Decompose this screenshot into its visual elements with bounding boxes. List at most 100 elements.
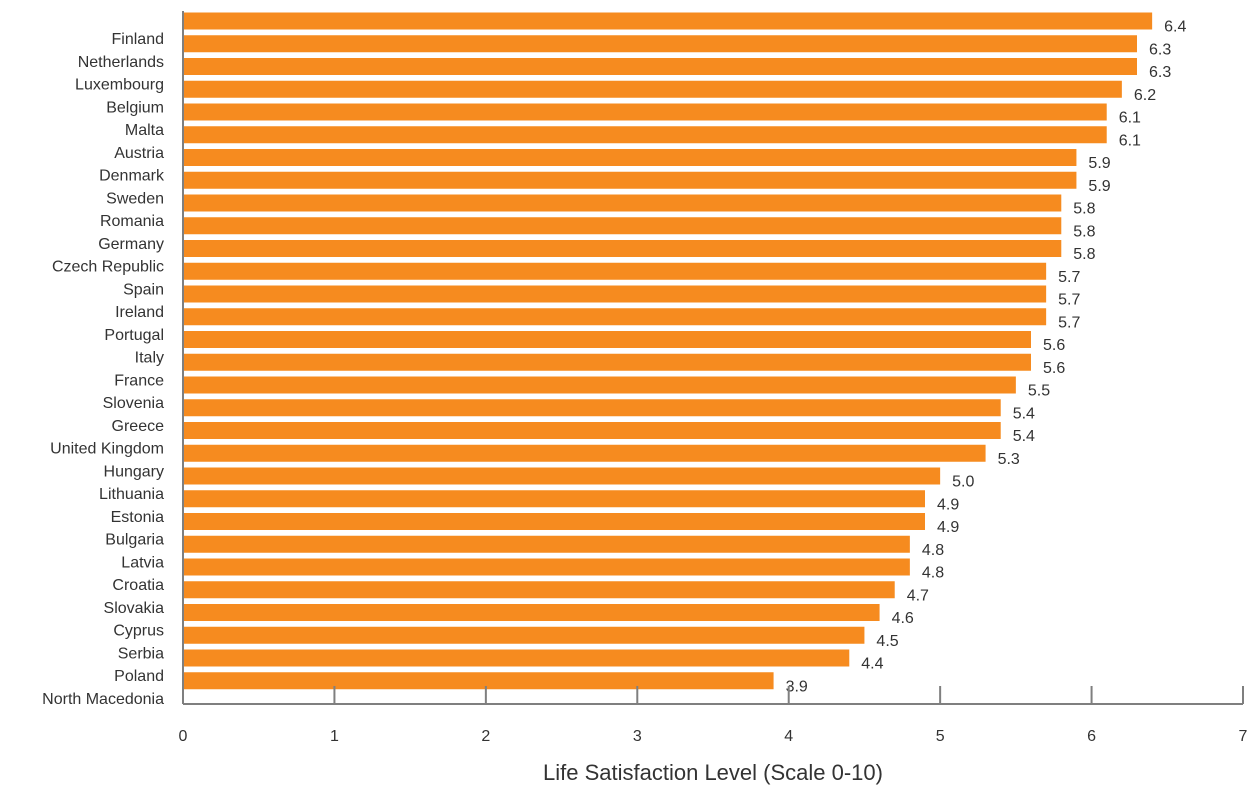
category-label: Estonia	[111, 509, 164, 526]
bar	[183, 285, 1047, 303]
bar	[183, 558, 910, 576]
data-label: 4.7	[907, 587, 929, 604]
bar	[183, 490, 925, 508]
category-label: Romania	[100, 213, 164, 230]
data-label: 5.7	[1058, 314, 1080, 331]
category-label: North Macedonia	[42, 691, 164, 708]
data-label: 5.3	[998, 451, 1020, 468]
x-tick-label: 0	[179, 728, 188, 745]
x-tick-label: 1	[330, 728, 339, 745]
category-label: Luxembourg	[75, 77, 164, 94]
bar	[183, 604, 880, 621]
bar	[183, 422, 1001, 439]
x-tick-label: 2	[481, 728, 490, 745]
bar	[183, 80, 1122, 98]
bar	[183, 149, 1077, 166]
category-label: Austria	[114, 145, 164, 162]
bar	[183, 58, 1137, 75]
bar	[183, 308, 1047, 326]
bar	[183, 171, 1077, 189]
category-label: Hungary	[104, 463, 164, 480]
data-label: 4.6	[892, 610, 914, 627]
category-label: Italy	[135, 350, 164, 367]
data-label: 5.8	[1073, 223, 1095, 240]
bar	[183, 513, 925, 530]
data-label: 5.5	[1028, 383, 1050, 400]
bar	[183, 467, 941, 485]
data-label: 5.8	[1073, 201, 1095, 218]
data-label: 6.4	[1164, 19, 1186, 36]
data-label: 4.9	[937, 496, 959, 513]
category-label: Cyprus	[113, 623, 164, 640]
category-label: Slovenia	[103, 395, 164, 412]
data-label: 5.6	[1043, 360, 1065, 377]
data-label: 4.8	[922, 565, 944, 582]
data-label: 3.9	[786, 678, 808, 695]
bar	[183, 399, 1001, 417]
bar	[183, 12, 1153, 30]
data-label: 5.8	[1073, 246, 1095, 263]
category-label: Slovakia	[104, 600, 165, 617]
bar	[183, 649, 850, 667]
data-label: 4.4	[861, 656, 883, 673]
data-label: 5.4	[1013, 405, 1035, 422]
x-tick-label: 4	[784, 728, 793, 745]
category-label: Denmark	[99, 168, 165, 185]
data-label: 4.5	[876, 633, 898, 650]
category-label: Netherlands	[78, 54, 164, 71]
x-tick-label: 3	[633, 728, 642, 745]
bars-layer	[183, 12, 1153, 690]
category-label: Belgium	[106, 99, 164, 116]
tick-layer: 0 1 2 3 4 5 6 7	[179, 686, 1248, 745]
category-label: Sweden	[106, 190, 164, 207]
category-label: Portugal	[104, 327, 164, 344]
bar	[183, 126, 1107, 144]
data-label: 5.7	[1058, 269, 1080, 286]
data-label: 5.6	[1043, 337, 1065, 354]
category-label: Spain	[123, 281, 164, 298]
category-labels-layer: Finland Netherlands Luxembourg Belgium Malta…	[42, 31, 165, 708]
category-label: Croatia	[112, 577, 164, 594]
bar	[183, 262, 1047, 280]
bar	[183, 672, 774, 690]
bar	[183, 353, 1031, 371]
category-label: Serbia	[118, 645, 164, 662]
data-label: 5.9	[1088, 155, 1110, 172]
bar	[183, 240, 1062, 257]
x-tick-label: 7	[1239, 728, 1248, 745]
bar	[183, 217, 1062, 235]
data-label: 4.9	[937, 519, 959, 536]
bar	[183, 626, 865, 644]
bar	[183, 444, 986, 462]
value-labels-layer: 6.4 6.3 6.3 6.2 6.1 6.1 5.9 5.9 5.8 5.8 5.8 5.7 5.7 5…	[786, 19, 1187, 696]
axis-layer	[182, 11, 1243, 705]
data-label: 6.1	[1119, 110, 1141, 127]
category-label: Greece	[112, 418, 165, 435]
category-label: Germany	[98, 236, 164, 253]
category-label: Czech Republic	[52, 259, 164, 276]
data-label: 5.0	[952, 474, 974, 491]
category-label: France	[114, 372, 164, 389]
data-label: 5.4	[1013, 428, 1035, 445]
category-label: Ireland	[115, 304, 164, 321]
data-label: 6.2	[1134, 87, 1156, 104]
x-tick-label: 5	[936, 728, 945, 745]
bar	[183, 535, 910, 553]
category-label: Latvia	[121, 554, 164, 571]
bar	[183, 103, 1107, 121]
bar	[183, 194, 1062, 212]
bar	[183, 331, 1031, 348]
data-label: 5.9	[1088, 178, 1110, 195]
x-tick-label: 6	[1087, 728, 1096, 745]
data-label: 4.8	[922, 542, 944, 559]
category-label: Lithuania	[99, 486, 164, 503]
category-label: Finland	[112, 31, 164, 48]
bar	[183, 376, 1016, 394]
data-label: 5.7	[1058, 292, 1080, 309]
category-label: Poland	[114, 668, 164, 685]
bar	[183, 581, 895, 599]
category-label: Malta	[125, 122, 164, 139]
data-label: 6.3	[1149, 41, 1171, 58]
